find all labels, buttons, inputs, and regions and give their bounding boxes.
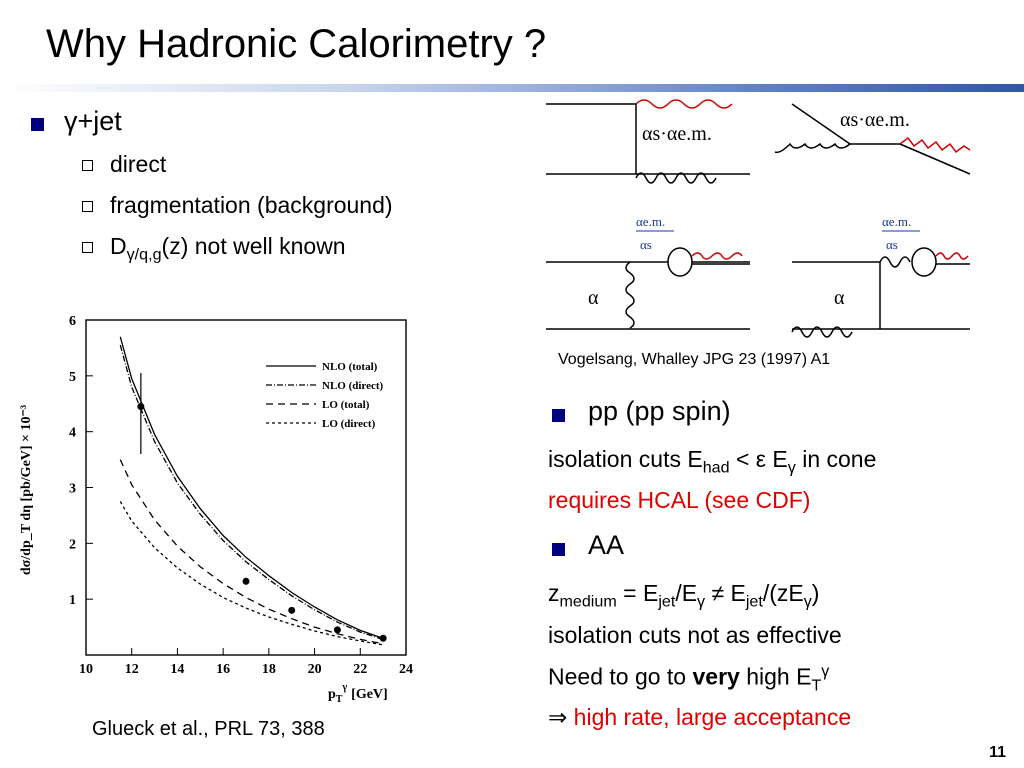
y-tick-label: 6 — [69, 314, 76, 329]
title-gradient-bar — [0, 84, 1024, 92]
legend-label: NLO (total) — [322, 361, 378, 373]
x-tick-label: 20 — [308, 662, 322, 677]
x-tick-label: 12 — [125, 662, 139, 677]
coupling-label: α — [834, 287, 845, 309]
x-tick-label: 16 — [216, 662, 230, 677]
series-line — [119, 459, 384, 645]
y-tick-label: 4 — [69, 426, 76, 441]
data-point — [333, 626, 341, 634]
x-tick-label: 10 — [79, 662, 93, 677]
coupling-label: αs — [640, 237, 652, 252]
feynman-diagrams: αs·αe.m. αs·αe.m. αe.m. αs αe.m. αs α α — [546, 99, 971, 338]
high-rate-line: ⇒ high rate, large acceptance — [548, 704, 852, 730]
diagram-compton-s — [546, 99, 750, 184]
z-medium-equation: zmedium = Ejet/Eγ ≠ Ejet/(zEγ) — [548, 580, 820, 611]
x-tick-label: 18 — [262, 662, 276, 677]
y-tick-label: 3 — [69, 482, 76, 497]
isolation-cuts-line: isolation cuts Ehad < ε Eγ in cone — [548, 446, 877, 477]
coupling-label: αs — [886, 237, 898, 252]
bullet-pp: pp (pp spin) — [588, 396, 731, 426]
coupling-label: αs·αe.m. — [642, 123, 712, 145]
coupling-label: α — [588, 287, 599, 309]
hollow-bullet-icon — [82, 242, 93, 253]
subitem-fragmentation: fragmentation (background) — [110, 192, 393, 218]
y-tick-label: 5 — [69, 370, 76, 385]
coupling-label: αe.m. — [636, 214, 665, 229]
plot-caption: Glueck et al., PRL 73, 388 — [92, 718, 325, 740]
y-tick-label: 1 — [69, 593, 76, 608]
isolation-not-effective: isolation cuts not as effective — [548, 622, 842, 648]
coupling-label: αs·αe.m. — [840, 109, 910, 131]
bullet-marker — [552, 409, 565, 422]
bullet-gamma-jet: γ+jet — [64, 106, 122, 136]
diagram-fragmentation-2 — [791, 247, 970, 338]
y-axis-label: dσ/dp_T dη [pb/GeV] × 10⁻³ — [19, 405, 34, 575]
series-line — [119, 336, 384, 639]
hcal-requirement: requires HCAL (see CDF) — [548, 487, 811, 513]
x-tick-label: 24 — [399, 662, 413, 677]
data-point — [137, 403, 145, 411]
x-axis-label: pTγ [GeV] — [328, 682, 388, 705]
x-tick-label: 14 — [170, 662, 184, 677]
diagram-compton-t — [774, 103, 971, 175]
diagram-fragmentation-1 — [546, 247, 750, 330]
legend-label: NLO (direct) — [322, 380, 384, 392]
bullet-marker — [31, 118, 44, 131]
slide-number: 11 — [989, 744, 1006, 761]
data-point — [288, 606, 296, 614]
coupling-label: αe.m. — [882, 214, 911, 229]
x-tick-label: 22 — [353, 662, 367, 677]
legend-label: LO (direct) — [322, 418, 376, 430]
bullet-aa: AA — [588, 530, 625, 560]
slide-title: Why Hadronic Calorimetry ? — [46, 22, 547, 66]
hollow-bullet-icon — [82, 160, 93, 171]
diagram-caption: Vogelsang, Whalley JPG 23 (1997) A1 — [558, 351, 831, 368]
bullet-marker — [552, 543, 565, 556]
subitem-direct: direct — [110, 151, 167, 177]
hollow-bullet-icon — [82, 201, 93, 212]
data-point — [379, 634, 387, 642]
series-line — [119, 344, 384, 641]
need-high-et: Need to go to very high ETγ — [548, 662, 830, 695]
data-point — [242, 577, 250, 585]
y-tick-label: 2 — [69, 537, 76, 552]
subitem-fragfunc: Dγ/q,g(z) not well known — [110, 233, 346, 264]
legend-label: LO (total) — [322, 399, 370, 411]
